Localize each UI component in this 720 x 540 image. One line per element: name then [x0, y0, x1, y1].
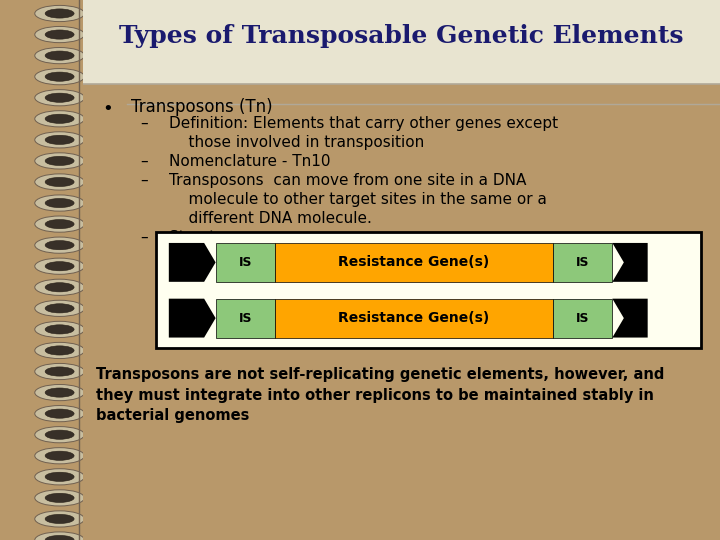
Bar: [215, 299, 275, 338]
Ellipse shape: [35, 469, 84, 485]
Ellipse shape: [35, 48, 84, 64]
Text: Definition: Elements that carry other genes except
    those involved in transpo: Definition: Elements that carry other ge…: [168, 116, 558, 150]
Ellipse shape: [35, 132, 84, 148]
Text: IS: IS: [576, 256, 589, 269]
Ellipse shape: [35, 448, 84, 464]
Ellipse shape: [45, 303, 74, 313]
Ellipse shape: [45, 451, 74, 460]
Ellipse shape: [35, 174, 84, 190]
Text: Nomenclature - Tn10: Nomenclature - Tn10: [168, 154, 330, 169]
Ellipse shape: [45, 30, 74, 39]
Ellipse shape: [45, 409, 74, 418]
Bar: [275, 299, 553, 338]
Ellipse shape: [45, 325, 74, 334]
Polygon shape: [168, 299, 215, 338]
FancyBboxPatch shape: [83, 0, 720, 84]
Ellipse shape: [45, 157, 74, 165]
Ellipse shape: [35, 363, 84, 380]
Ellipse shape: [45, 514, 74, 523]
Ellipse shape: [45, 114, 74, 123]
Text: Transposons (Tn): Transposons (Tn): [130, 98, 272, 116]
Bar: [553, 243, 613, 282]
Ellipse shape: [45, 177, 74, 186]
Ellipse shape: [45, 283, 74, 292]
Bar: [275, 243, 553, 282]
Ellipse shape: [35, 427, 84, 443]
Text: IS: IS: [576, 312, 589, 325]
Ellipse shape: [45, 51, 74, 60]
Ellipse shape: [35, 321, 84, 338]
Ellipse shape: [35, 153, 84, 169]
Ellipse shape: [45, 494, 74, 503]
Ellipse shape: [45, 472, 74, 482]
Ellipse shape: [45, 135, 74, 144]
Ellipse shape: [35, 342, 84, 359]
Text: Transposons  can move from one site in a DNA
    molecule to other target sites : Transposons can move from one site in a …: [168, 173, 546, 226]
Ellipse shape: [35, 195, 84, 211]
Ellipse shape: [35, 90, 84, 106]
Bar: [553, 299, 613, 338]
Ellipse shape: [45, 367, 74, 376]
Ellipse shape: [35, 111, 84, 127]
Text: IS: IS: [239, 256, 252, 269]
Ellipse shape: [45, 240, 74, 249]
Ellipse shape: [45, 9, 74, 18]
Polygon shape: [613, 299, 648, 338]
Text: •: •: [102, 100, 112, 118]
Ellipse shape: [35, 406, 84, 422]
Polygon shape: [613, 243, 648, 282]
Ellipse shape: [35, 69, 84, 85]
Ellipse shape: [45, 72, 74, 81]
Text: IS: IS: [239, 312, 252, 325]
Text: Structure: Structure: [168, 230, 240, 245]
Ellipse shape: [45, 220, 74, 229]
Ellipse shape: [35, 384, 84, 401]
Text: –: –: [140, 116, 148, 131]
Ellipse shape: [35, 26, 84, 43]
Text: Resistance Gene(s): Resistance Gene(s): [338, 255, 490, 269]
Text: Types of Transposable Genetic Elements: Types of Transposable Genetic Elements: [119, 24, 684, 48]
Ellipse shape: [45, 261, 74, 271]
Ellipse shape: [35, 300, 84, 316]
Text: Resistance Gene(s): Resistance Gene(s): [338, 311, 490, 325]
Polygon shape: [168, 243, 215, 282]
Ellipse shape: [45, 430, 74, 440]
FancyBboxPatch shape: [156, 232, 701, 348]
Ellipse shape: [35, 258, 84, 274]
Text: –: –: [140, 230, 148, 245]
Ellipse shape: [45, 93, 74, 102]
Ellipse shape: [45, 346, 74, 355]
Text: –: –: [140, 154, 148, 169]
Ellipse shape: [45, 199, 74, 207]
Ellipse shape: [35, 279, 84, 295]
Ellipse shape: [45, 536, 74, 540]
Text: Transposons are not self-replicating genetic elements, however, and
they must in: Transposons are not self-replicating gen…: [96, 367, 664, 423]
Ellipse shape: [35, 237, 84, 253]
Bar: [215, 243, 275, 282]
Ellipse shape: [35, 216, 84, 232]
Ellipse shape: [35, 532, 84, 540]
Text: –: –: [140, 173, 148, 188]
Ellipse shape: [35, 490, 84, 506]
Ellipse shape: [35, 5, 84, 22]
Ellipse shape: [35, 511, 84, 527]
Ellipse shape: [45, 388, 74, 397]
